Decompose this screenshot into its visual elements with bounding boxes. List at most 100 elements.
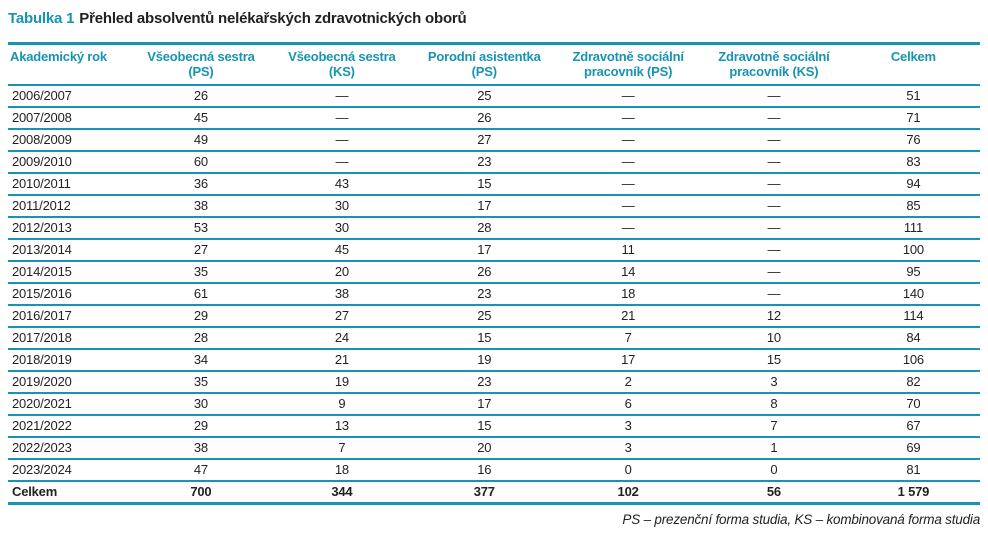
row-value: 28 [131, 327, 271, 350]
total-value: 1 579 [846, 481, 980, 505]
row-year: 2014/2015 [8, 261, 132, 284]
row-year: 2016/2017 [8, 305, 132, 328]
footnote: PS – prezenční forma studia, KS – kombin… [622, 512, 980, 527]
total-value: 344 [270, 481, 414, 505]
row-value: 83 [846, 151, 980, 174]
row-year: 2018/2019 [8, 349, 132, 372]
row-year: 2020/2021 [8, 393, 132, 416]
row-value: 3 [701, 371, 847, 394]
row-value: 30 [270, 195, 414, 218]
row-year: 2023/2024 [8, 459, 132, 482]
table-row: 2017/2018 28 24 15 7 10 84 [8, 327, 980, 350]
row-value: 11 [555, 239, 701, 262]
total-value: 102 [555, 481, 701, 505]
row-value: — [701, 129, 847, 152]
row-value: 15 [701, 349, 847, 372]
row-value: 0 [555, 459, 701, 482]
row-value: 13 [270, 415, 414, 438]
table-row: 2019/2020 35 19 23 2 3 82 [8, 371, 980, 394]
column-header-3: Porodní asistentka (PS) [413, 42, 556, 86]
row-value: 35 [131, 371, 271, 394]
row-value: 17 [555, 349, 701, 372]
table-caption: Přehled absolventů nelékařských zdravotn… [79, 10, 467, 27]
row-value: 23 [413, 371, 556, 394]
row-value: 53 [131, 217, 271, 240]
row-value: — [701, 173, 847, 196]
row-value: 7 [555, 327, 701, 350]
row-value: — [701, 217, 847, 240]
row-value: 21 [555, 305, 701, 328]
row-value: 67 [846, 415, 980, 438]
row-value: 49 [131, 129, 271, 152]
total-label: Celkem [8, 481, 132, 505]
row-value: 27 [131, 239, 271, 262]
table-row: 2013/2014 27 45 17 11—100 [8, 239, 980, 262]
row-value: — [555, 85, 701, 108]
row-year: 2013/2014 [8, 239, 132, 262]
row-value: 9 [270, 393, 414, 416]
row-value: — [701, 261, 847, 284]
row-value: 36 [131, 173, 271, 196]
row-value: 2 [555, 371, 701, 394]
row-value: 26 [413, 107, 556, 130]
row-value: 111 [846, 217, 980, 240]
row-value: 76 [846, 129, 980, 152]
row-value: 43 [270, 173, 414, 196]
row-value: 8 [701, 393, 847, 416]
table-row: 2008/2009 49—27— —76 [8, 129, 980, 152]
row-value: 70 [846, 393, 980, 416]
row-value: 19 [270, 371, 414, 394]
row-value: 7 [270, 437, 414, 460]
row-value: 23 [413, 151, 556, 174]
table-row: 2016/2017 29 27 25 21 12 114 [8, 305, 980, 328]
row-value: 24 [270, 327, 414, 350]
row-value: 35 [131, 261, 271, 284]
table-row: 2009/2010 60—23— —83 [8, 151, 980, 174]
table-row: 2014/2015 35 20 26 14—95 [8, 261, 980, 284]
row-year: 2021/2022 [8, 415, 132, 438]
total-value: 377 [413, 481, 556, 505]
total-row: Celkem 700 344 377 102 56 1 579 [8, 481, 980, 505]
row-value: 15 [413, 415, 556, 438]
table-row: 2018/2019 34 21 19 17 15 106 [8, 349, 980, 372]
row-year: 2015/2016 [8, 283, 132, 306]
row-value: 16 [413, 459, 556, 482]
row-value: — [701, 195, 847, 218]
row-value: 14 [555, 261, 701, 284]
row-value: — [270, 107, 414, 130]
table-row: 2015/2016 61 38 23 18—140 [8, 283, 980, 306]
table-row: 2006/2007 26—25— —51 [8, 85, 980, 108]
row-value: 94 [846, 173, 980, 196]
graduates-table: Akademický rok Všeobecná sestra (PS) Všeob… [8, 42, 980, 505]
row-value: 3 [555, 437, 701, 460]
row-value: 12 [701, 305, 847, 328]
column-header-6: Celkem [846, 42, 980, 86]
table-row: 2012/2013 53 30 28— —111 [8, 217, 980, 240]
row-value: 18 [270, 459, 414, 482]
row-value: 20 [270, 261, 414, 284]
row-year: 2017/2018 [8, 327, 132, 350]
table-title: Tabulka 1 Přehled absolventů nelékařských… [8, 10, 980, 28]
row-value: 45 [270, 239, 414, 262]
row-value: 114 [846, 305, 980, 328]
row-value: — [270, 129, 414, 152]
table-body: 2006/2007 26—25— —51 2007/2008 45—26— —71 2008… [8, 85, 980, 482]
row-value: — [270, 151, 414, 174]
row-value: — [701, 151, 847, 174]
row-value: 25 [413, 305, 556, 328]
row-value: — [555, 195, 701, 218]
table-row: 2022/2023 38 7 20 3 1 69 [8, 437, 980, 460]
row-value: 30 [131, 393, 271, 416]
row-value: 71 [846, 107, 980, 130]
column-header-2: Všeobecná sestra (KS) [270, 42, 414, 86]
row-value: 85 [846, 195, 980, 218]
row-value: 23 [413, 283, 556, 306]
table-row: 2020/2021 30 9 17 6 8 70 [8, 393, 980, 416]
row-year: 2022/2023 [8, 437, 132, 460]
table-row: 2021/2022 29 13 15 3 7 67 [8, 415, 980, 438]
table-row: 2007/2008 45—26— —71 [8, 107, 980, 130]
row-value: 47 [131, 459, 271, 482]
row-value: 19 [413, 349, 556, 372]
row-value: 27 [270, 305, 414, 328]
